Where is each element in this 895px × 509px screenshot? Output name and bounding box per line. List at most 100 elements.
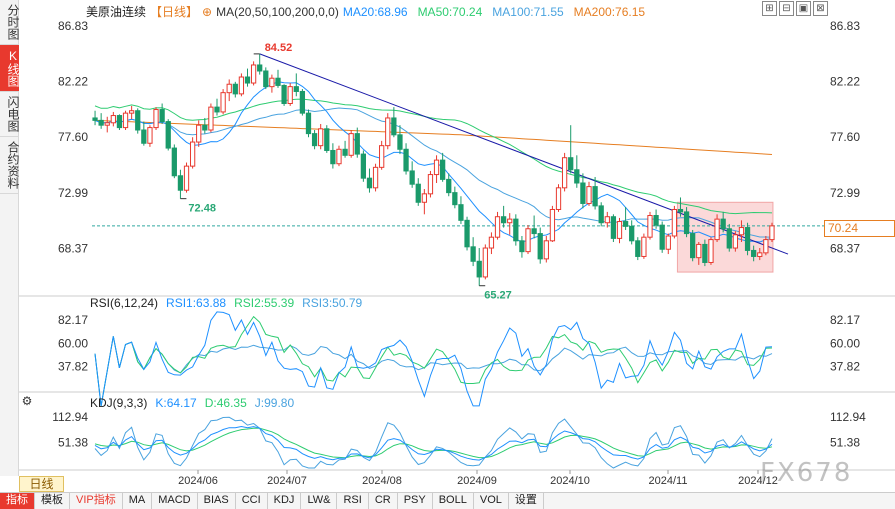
toolbar-item-3[interactable]: MA: [123, 493, 153, 509]
candle-body: [586, 186, 592, 204]
candle-body: [555, 187, 562, 210]
rsi2-line: [94, 315, 773, 406]
sidebar-tab-3[interactable]: 合约资料: [0, 137, 20, 194]
toolbar-item-10[interactable]: CR: [369, 493, 398, 509]
candle-body: [403, 148, 409, 172]
toolbar-item-2[interactable]: VIP指标: [70, 493, 123, 509]
sidebar-tab-0[interactable]: 分时图: [0, 0, 20, 45]
candle-body: [421, 193, 427, 203]
sidebar-tab-2[interactable]: 闪电图: [0, 92, 20, 137]
toolbar-item-8[interactable]: LW&: [301, 493, 338, 509]
candle-body: [629, 225, 635, 242]
toolbar-item-14[interactable]: 设置: [509, 493, 544, 509]
candle-body: [196, 124, 202, 143]
candle-body: [738, 227, 745, 236]
candle-body: [116, 115, 123, 129]
candle-body: [696, 243, 702, 259]
candle-body: [494, 216, 501, 238]
layout-split-icon[interactable]: ⊟: [779, 1, 794, 16]
candle-body: [604, 216, 610, 224]
period-label[interactable]: 【日线】: [150, 5, 199, 19]
candle-body: [122, 112, 129, 129]
toolbar-item-1[interactable]: 模板: [35, 493, 70, 509]
candle-body: [232, 83, 238, 95]
candle-body: [720, 218, 726, 230]
price-label-right: 72.99: [830, 186, 860, 200]
trendline: [259, 53, 789, 255]
candle-body: [372, 166, 379, 189]
candle-body: [281, 84, 287, 105]
candle-body: [354, 133, 360, 155]
toolbar-item-5[interactable]: BIAS: [198, 493, 236, 509]
candle-body: [488, 236, 495, 249]
kdj-level-right: 51.38: [830, 436, 860, 450]
candle-body: [244, 76, 251, 84]
candle-body: [635, 240, 641, 257]
rsi-value-2: RSI3:50.79: [302, 296, 363, 310]
candle-body: [683, 211, 690, 235]
price-label-left: 86.83: [58, 19, 88, 33]
candle-body: [677, 208, 684, 213]
candle-body: [732, 234, 738, 249]
price-label-right: 82.22: [830, 75, 860, 89]
rsi-value-0: RSI1:63.88: [166, 296, 227, 310]
settings-icon[interactable]: ⊕: [202, 5, 213, 19]
kdj-params[interactable]: KDJ(9,3,3): [90, 396, 148, 410]
candle-body: [92, 117, 98, 121]
indicator-toolbar: 指标 模板 VIP指标 MA MACD BIAS CCI KDJ LW& RSI CR PSY BOLL…: [0, 492, 895, 509]
candle-body: [104, 122, 110, 126]
toolbar-item-11[interactable]: PSY: [398, 493, 433, 509]
toolbar-item-6[interactable]: CCI: [236, 493, 268, 509]
rsi-level-left: 37.82: [58, 359, 88, 373]
candle-body: [391, 117, 397, 136]
candle-body: [665, 235, 671, 250]
candle-body: [360, 153, 367, 179]
ma-value-2: MA100:71.55: [492, 5, 564, 19]
price-label-right: 68.37: [830, 241, 860, 255]
candle-body: [342, 148, 348, 156]
candle-body: [220, 92, 226, 113]
candle-body: [171, 147, 177, 177]
candle-body: [433, 159, 440, 176]
ma-params[interactable]: MA(20,50,100,200,0,0): [216, 5, 339, 19]
date-label: 2024/07: [267, 475, 307, 487]
candle-body: [141, 129, 147, 144]
kdj-header: KDJ(9,3,3) K:64.17 D:46.35 J:99.80: [90, 396, 310, 410]
rsi-params[interactable]: RSI(6,12,24): [90, 296, 159, 310]
candle-body: [482, 247, 488, 278]
close-pane-icon[interactable]: ⊠: [813, 1, 828, 16]
maximize-icon[interactable]: ▣: [796, 1, 811, 16]
candle-body: [257, 64, 263, 72]
candle-body: [458, 204, 464, 221]
candle-body: [610, 216, 617, 239]
candle-body: [452, 192, 458, 206]
candle-body: [598, 205, 604, 224]
candle-body: [769, 225, 775, 241]
candle-body: [537, 233, 543, 260]
candle-body: [513, 218, 519, 242]
candle-body: [690, 233, 696, 259]
candle-body: [561, 157, 568, 189]
candle-body: [110, 115, 116, 124]
candle-body: [549, 208, 556, 242]
candle-body: [366, 177, 373, 189]
candle-body: [183, 165, 190, 191]
toolbar-item-12[interactable]: BOLL: [433, 493, 474, 509]
toolbar-item-4[interactable]: MACD: [152, 493, 198, 509]
toolbar-item-9[interactable]: RSI: [337, 493, 369, 509]
chart-canvas[interactable]: 86.83 82.22 77.60 72.99 68.37 86.83 82.22 77.60…: [0, 0, 895, 492]
date-label: 2024/06: [178, 475, 218, 487]
candle-body: [336, 148, 342, 165]
toolbar-item-13[interactable]: VOL: [474, 493, 509, 509]
period-tab[interactable]: 日线: [19, 476, 64, 492]
kdj-value-1: D:46.35: [204, 396, 247, 410]
layout-grid-icon[interactable]: ⊞: [762, 1, 777, 16]
sidebar-tab-1[interactable]: K线图: [0, 45, 20, 92]
candle-body: [500, 216, 507, 224]
rsi-level-right: 60.00: [830, 336, 860, 350]
ma50-line: [94, 107, 773, 238]
price-label-left: 82.22: [58, 75, 88, 89]
toolbar-item-7[interactable]: KDJ: [268, 493, 302, 509]
candle-body: [299, 90, 306, 114]
toolbar-item-0[interactable]: 指标: [0, 493, 35, 509]
